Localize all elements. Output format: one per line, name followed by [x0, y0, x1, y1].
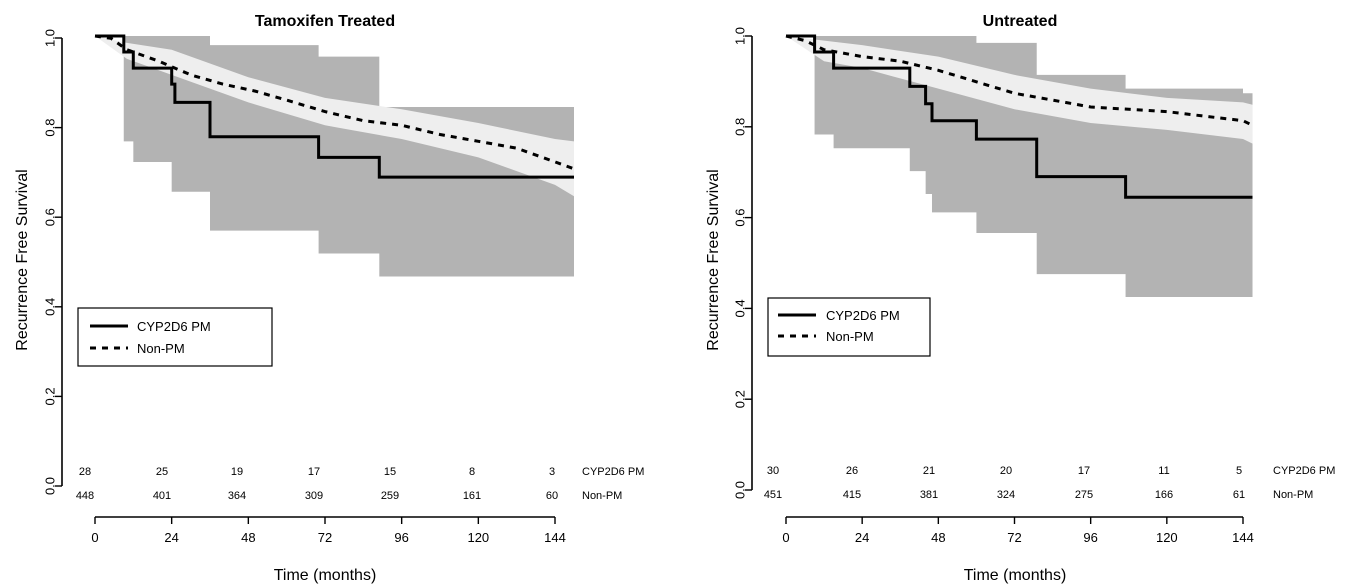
curve-cyp2d6-pm: [786, 34, 1253, 199]
legend: CYP2D6 PM Non-PM: [77, 307, 273, 367]
ci-band-cyp2d6-pm: [786, 36, 1253, 298]
y-tick-label: 0.4: [733, 299, 748, 317]
x-tick-label: 24: [855, 530, 869, 545]
y-tick-label: 0.6: [733, 209, 748, 227]
risk-count: 451: [764, 489, 782, 501]
risk-count: 30: [767, 465, 779, 477]
x-tick-label: 120: [467, 530, 489, 545]
y-tick-label: 0.4: [43, 298, 58, 316]
risk-count: 275: [1075, 489, 1093, 501]
risk-count: 8: [469, 466, 475, 478]
untreated-panel: Untreated 0 24 48 72 96 120 144 0.0 0.2 0.4 0.6 0.8…: [705, 13, 1335, 584]
x-tick-label: 0: [782, 530, 789, 545]
x-axis-title: Time (months): [274, 567, 377, 584]
x-tick-label: 0: [91, 530, 98, 545]
y-tick-label: 0.2: [43, 387, 58, 405]
risk-count: 448: [76, 490, 94, 502]
risk-count: 11: [1158, 465, 1169, 477]
risk-count: 21: [923, 465, 935, 477]
x-tick-label: 144: [544, 530, 566, 545]
risk-count: 28: [79, 466, 91, 478]
axes: 0 24 48 72 96 120 144 0.0 0.2 0.4 0.6 0.8 1.0: [733, 27, 1254, 545]
y-tick-label: 1.0: [733, 27, 748, 45]
risk-count: 381: [920, 489, 938, 501]
chart-title: Untreated: [983, 13, 1058, 30]
risk-count: 19: [231, 466, 243, 478]
survival-curves: [94, 34, 575, 179]
risk-count: 309: [305, 490, 323, 502]
tamoxifen-treated-panel: Tamoxifen Treated 0 24 48 72 96 120 1440.00.20…: [14, 13, 644, 584]
x-tick-label: 144: [1232, 530, 1254, 545]
risk-count: 61: [1233, 489, 1245, 501]
legend-label-pm: CYP2D6 PM: [137, 319, 211, 334]
risk-count: 26: [846, 465, 858, 477]
y-tick-label: 1.0: [43, 29, 58, 47]
y-tick-label: 0.6: [43, 208, 58, 226]
x-tick-label: 120: [1156, 530, 1178, 545]
risk-count: 60: [546, 490, 558, 502]
legend: CYP2D6 PM Non-PM: [767, 297, 931, 357]
risk-count: 166: [1155, 489, 1173, 501]
risk-row-label: Non-PM: [582, 490, 622, 502]
y-tick-label: 0.8: [43, 119, 58, 137]
risk-count: 15: [384, 466, 396, 478]
number-at-risk-table: 28 25 19 17 15 8 3 CYP2D6 PM 448 401 364 309 259 161 6…: [76, 466, 645, 502]
confidence-bands: [786, 36, 1253, 298]
number-at-risk-table: 30 26 21 20 17 11 5 CYP2D6 PM 451 415 381 324 275 166…: [764, 465, 1336, 501]
axes: 0 24 48 72 96 120 144 0.0 0.2 0.4 0.6 0.8 1.0: [43, 29, 566, 545]
y-tick-label: 0.2: [733, 390, 748, 408]
risk-row-label: CYP2D6 PM: [582, 466, 644, 478]
curve-non-pm: [785, 34, 1254, 127]
y-tick-label: 0.0: [43, 477, 58, 495]
risk-count: 17: [308, 466, 320, 478]
y-axis-title: Recurrence Free Survival: [14, 169, 31, 350]
x-tick-label: 72: [1007, 530, 1021, 545]
y-tick-label: 0.0: [733, 481, 748, 499]
risk-count: 324: [997, 489, 1015, 501]
risk-count: 415: [843, 489, 861, 501]
risk-count: 401: [153, 490, 171, 502]
legend-box: [767, 297, 931, 357]
survival-curves: [785, 34, 1254, 199]
x-tick-label: 96: [1083, 530, 1097, 545]
legend-label-nonpm: Non-PM: [826, 329, 874, 344]
x-tick-label: 48: [931, 530, 945, 545]
ci-band-non-pm: [95, 36, 574, 197]
risk-count: 259: [381, 490, 399, 502]
x-tick-label: 72: [318, 530, 332, 545]
curve-cyp2d6-pm: [95, 34, 574, 179]
legend-label-pm: CYP2D6 PM: [826, 308, 900, 323]
risk-row-label: Non-PM: [1273, 489, 1313, 501]
curve-non-pm: [94, 34, 575, 171]
risk-row-label: CYP2D6 PM: [1273, 465, 1335, 477]
x-tick-label: 96: [394, 530, 408, 545]
y-tick-label: 0.8: [733, 118, 748, 136]
x-tick-label: 24: [164, 530, 178, 545]
risk-count: 161: [463, 490, 481, 502]
risk-count: 25: [156, 466, 168, 478]
chart-title: Tamoxifen Treated: [255, 13, 395, 30]
y-axis-title: Recurrence Free Survival: [705, 169, 722, 350]
risk-count: 3: [549, 466, 555, 478]
risk-count: 20: [1000, 465, 1012, 477]
risk-count: 5: [1236, 465, 1242, 477]
x-tick-label: 48: [241, 530, 255, 545]
risk-count: 17: [1078, 465, 1090, 477]
x-axis-title: Time (months): [964, 567, 1067, 584]
legend-label-nonpm: Non-PM: [137, 341, 185, 356]
legend-box: [77, 307, 273, 367]
risk-count: 364: [228, 490, 246, 502]
